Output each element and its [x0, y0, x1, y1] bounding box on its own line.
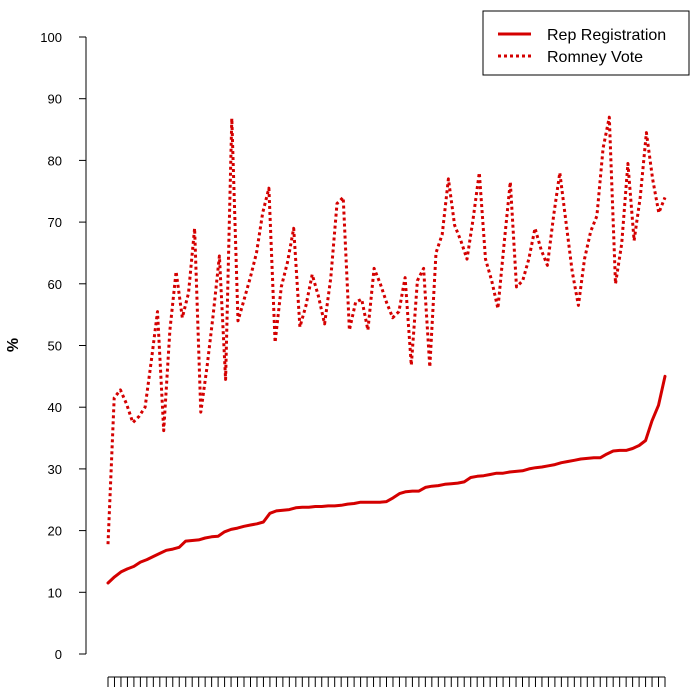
y-axis: 0 10 20 30 40 50 60 70 80 90 100 — [40, 30, 87, 662]
legend-box — [482, 10, 690, 76]
y-tick-label: 0 — [55, 647, 62, 662]
y-axis-label: % — [5, 338, 22, 352]
y-tick-label: 100 — [40, 30, 62, 45]
legend-label-rep-registration: Rep Registration — [547, 27, 666, 44]
legend: Rep Registration Romney Vote — [482, 10, 690, 76]
y-tick-label: 90 — [48, 92, 62, 107]
series-line-romney-vote — [106, 115, 667, 545]
y-tick-label: 30 — [48, 462, 62, 477]
y-tick-label: 70 — [48, 215, 62, 230]
legend-label-romney-vote: Romney Vote — [547, 49, 643, 66]
y-tick-label: 10 — [48, 585, 62, 600]
series-layer — [106, 115, 667, 585]
y-tick-label: 80 — [48, 153, 62, 168]
x-axis — [107, 676, 666, 687]
y-tick-label: 50 — [48, 339, 62, 354]
y-tick-label: 40 — [48, 400, 62, 415]
y-tick-label: 20 — [48, 524, 62, 539]
series-line-rep-registration — [106, 374, 667, 585]
y-tick-label: 60 — [48, 277, 62, 292]
